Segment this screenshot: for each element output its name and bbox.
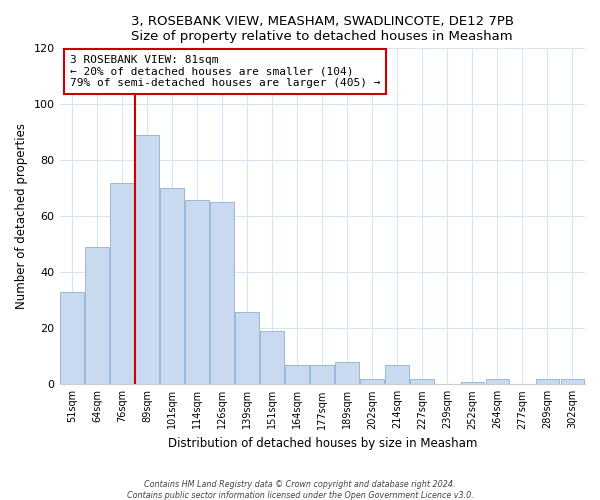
X-axis label: Distribution of detached houses by size in Measham: Distribution of detached houses by size … bbox=[167, 437, 477, 450]
Bar bbox=[385, 364, 409, 384]
Bar bbox=[110, 182, 134, 384]
Bar bbox=[461, 382, 484, 384]
Title: 3, ROSEBANK VIEW, MEASHAM, SWADLINCOTE, DE12 7PB
Size of property relative to de: 3, ROSEBANK VIEW, MEASHAM, SWADLINCOTE, … bbox=[131, 15, 514, 43]
Bar bbox=[335, 362, 359, 384]
Bar bbox=[361, 378, 384, 384]
Bar bbox=[560, 378, 584, 384]
Bar bbox=[160, 188, 184, 384]
Bar bbox=[235, 312, 259, 384]
Y-axis label: Number of detached properties: Number of detached properties bbox=[15, 124, 28, 310]
Bar bbox=[185, 200, 209, 384]
Bar bbox=[135, 135, 159, 384]
Bar bbox=[210, 202, 234, 384]
Bar bbox=[410, 378, 434, 384]
Bar bbox=[536, 378, 559, 384]
Bar bbox=[85, 247, 109, 384]
Bar bbox=[260, 331, 284, 384]
Bar bbox=[286, 364, 309, 384]
Bar bbox=[485, 378, 509, 384]
Text: Contains HM Land Registry data © Crown copyright and database right 2024.
Contai: Contains HM Land Registry data © Crown c… bbox=[127, 480, 473, 500]
Bar bbox=[60, 292, 84, 384]
Text: 3 ROSEBANK VIEW: 81sqm
← 20% of detached houses are smaller (104)
79% of semi-de: 3 ROSEBANK VIEW: 81sqm ← 20% of detached… bbox=[70, 55, 380, 88]
Bar bbox=[310, 364, 334, 384]
